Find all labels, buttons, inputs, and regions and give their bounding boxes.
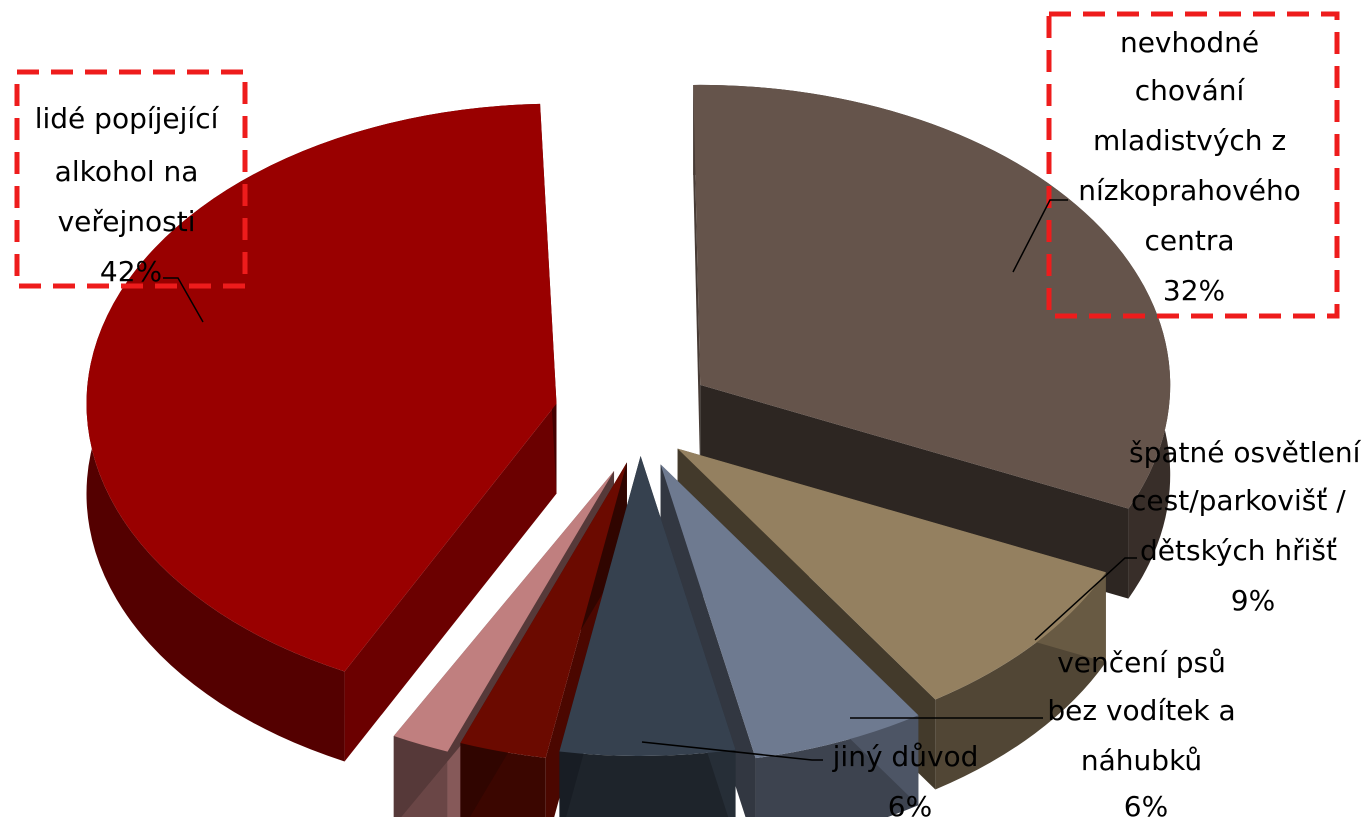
slice-side-0-0 <box>344 403 557 762</box>
highlight-box-youth <box>1046 11 1340 319</box>
slice-top-2 <box>677 448 1106 700</box>
slice-top-6 <box>393 471 615 752</box>
label-lighting-value: 9% <box>1231 584 1275 617</box>
leader-line-youth <box>1012 199 1068 273</box>
highlight-box-alcohol <box>14 69 248 289</box>
label-alcohol: lidé popíjející alkohol na veřejnosti 42… <box>35 102 228 288</box>
leader-line-alcohol <box>163 277 204 323</box>
leader-line-lighting <box>1034 557 1137 641</box>
leader-line-other <box>641 741 823 761</box>
slice-side-1-1 <box>700 384 1129 599</box>
slice-side-3-1 <box>660 464 756 817</box>
label-youth: nevhodné chování mladistvých z nízkoprah… <box>1078 26 1309 307</box>
label-other: jiný důvod 6% <box>832 740 988 817</box>
slice-side-1-0 <box>693 84 701 475</box>
label-lighting: špatné osvětlení cest/parkovišť / dětský… <box>1129 436 1369 567</box>
slice-top-3 <box>660 464 919 759</box>
slice-top-4 <box>559 455 736 756</box>
slice-top-0 <box>86 103 557 672</box>
slice-wall-4 <box>559 749 736 817</box>
slice-top-5 <box>460 462 627 758</box>
label-dogs: venčení psů bez vodítek a náhubků 6% <box>1047 646 1244 817</box>
